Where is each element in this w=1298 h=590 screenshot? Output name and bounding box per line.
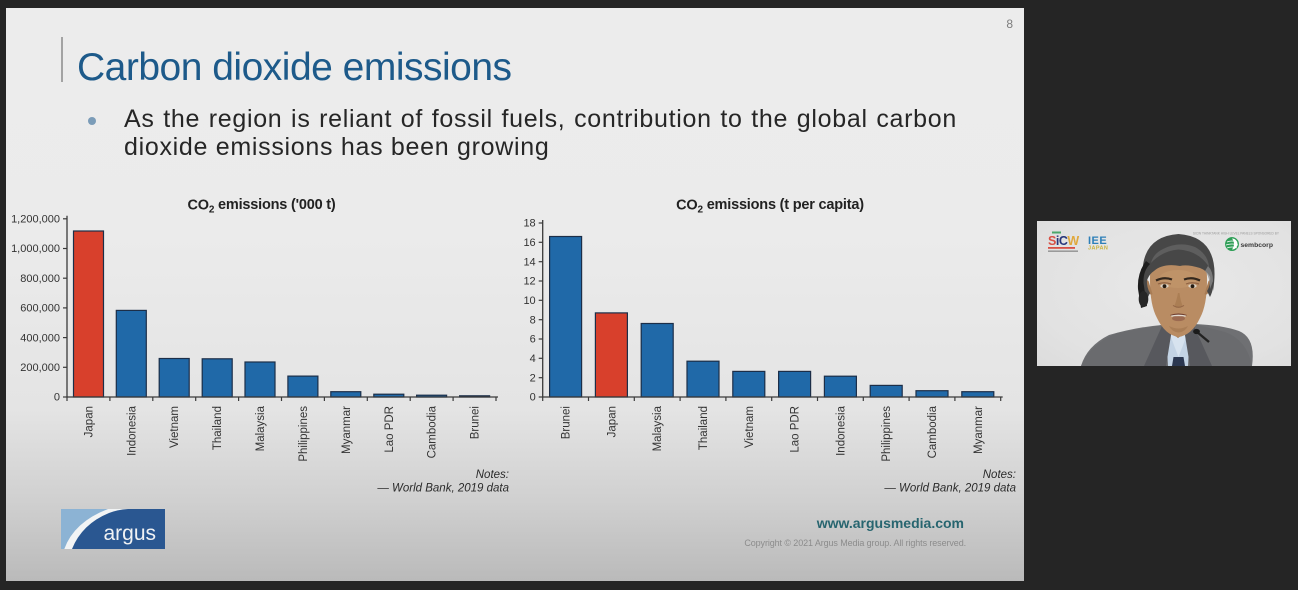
svg-text:CO2 emissions ('000 t): CO2 emissions ('000 t)	[187, 197, 335, 216]
svg-text:Notes:: Notes:	[983, 469, 1016, 481]
svg-text:SiCW: SiCW	[1048, 234, 1079, 248]
svg-text:12: 12	[523, 276, 535, 288]
svg-text:4: 4	[530, 353, 536, 365]
svg-text:Myanmar: Myanmar	[341, 406, 353, 454]
svg-text:Myanmar: Myanmar	[973, 406, 985, 454]
svg-text:Lao PDR: Lao PDR	[384, 406, 396, 453]
svg-text:Malaysia: Malaysia	[652, 405, 664, 451]
svg-text:CO2 emissions (t per capita): CO2 emissions (t per capita)	[676, 197, 864, 216]
svg-text:Brunei: Brunei	[561, 406, 573, 439]
svg-text:18: 18	[523, 218, 535, 230]
svg-text:Brunei: Brunei	[470, 406, 482, 439]
svg-text:400,000: 400,000	[20, 332, 60, 344]
svg-text:Philippines: Philippines	[881, 406, 893, 462]
svg-text:SICW THINKTANK HIGH LEVEL PANE: SICW THINKTANK HIGH LEVEL PANELS SPONSOR…	[1193, 232, 1280, 236]
svg-text:Indonesia: Indonesia	[835, 405, 847, 455]
svg-text:Philippines: Philippines	[298, 406, 310, 462]
svg-text:— World Bank, 2019 data: — World Bank, 2019 data	[376, 483, 509, 495]
svg-text:1,000,000: 1,000,000	[11, 243, 60, 255]
svg-text:0: 0	[54, 392, 60, 404]
svg-text:Vietnam: Vietnam	[169, 406, 181, 448]
svg-text:Cambodia: Cambodia	[927, 405, 939, 458]
svg-text:200,000: 200,000	[20, 362, 60, 374]
svg-text:Japan: Japan	[606, 406, 618, 437]
svg-text:Indonesia: Indonesia	[126, 405, 138, 455]
svg-text:8: 8	[530, 314, 536, 326]
svg-text:— World Bank, 2019 data: — World Bank, 2019 data	[883, 483, 1016, 495]
svg-text:Lao PDR: Lao PDR	[790, 406, 802, 453]
svg-text:600,000: 600,000	[20, 303, 60, 315]
svg-text:IEE: IEE	[1088, 235, 1107, 247]
svg-text:Thailand: Thailand	[698, 406, 710, 450]
svg-text:JAPAN: JAPAN	[1088, 246, 1108, 252]
svg-text:800,000: 800,000	[20, 273, 60, 285]
svg-text:16: 16	[523, 237, 535, 249]
svg-text:0: 0	[530, 392, 536, 404]
svg-text:14: 14	[523, 256, 535, 268]
svg-text:sembcorp: sembcorp	[1241, 242, 1273, 249]
svg-text:Cambodia: Cambodia	[427, 405, 439, 458]
svg-text:Vietnam: Vietnam	[744, 406, 756, 448]
svg-text:2: 2	[530, 372, 536, 384]
svg-text:1,200,000: 1,200,000	[11, 214, 60, 226]
svg-text:argus: argus	[103, 522, 156, 545]
svg-text:Notes:: Notes:	[476, 469, 509, 481]
svg-text:Malaysia: Malaysia	[255, 405, 267, 451]
svg-text:Japan: Japan	[84, 406, 96, 437]
svg-text:6: 6	[530, 334, 536, 346]
svg-text:10: 10	[523, 295, 535, 307]
svg-text:Thailand: Thailand	[212, 406, 224, 450]
